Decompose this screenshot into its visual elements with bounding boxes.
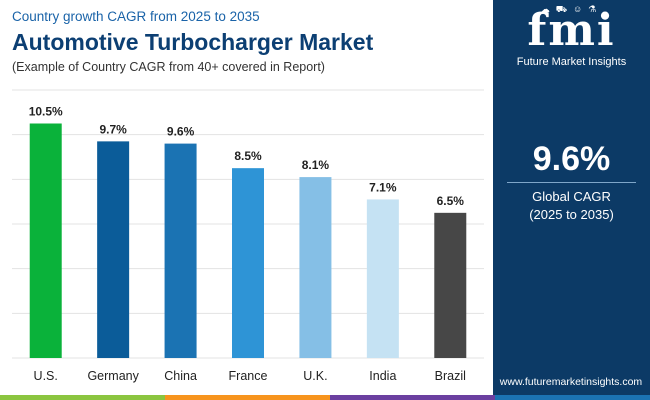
website-link[interactable]: www.futuremarketinsights.com — [499, 376, 643, 388]
logo-icons: ☁⛟☺⚗ — [493, 4, 650, 16]
category-label: France — [229, 369, 268, 383]
strip-segment — [495, 395, 650, 400]
person-icon: ☺ — [573, 4, 589, 14]
car-icon: ⛟ — [555, 4, 574, 14]
bar-china — [164, 143, 197, 358]
bar-value-label: 9.6% — [167, 125, 195, 139]
bar-us — [29, 123, 62, 358]
header: Country growth CAGR from 2025 to 2035 Au… — [12, 8, 482, 76]
category-label: India — [369, 369, 396, 383]
category-label: U.S. — [34, 369, 58, 383]
footer-color-strip — [0, 395, 650, 400]
bar-value-label: 8.1% — [302, 158, 330, 172]
fmi-logo: fmi Future Market Insights — [493, 5, 650, 69]
divider — [507, 182, 636, 183]
strip-segment — [0, 395, 165, 400]
category-label: China — [164, 369, 197, 383]
logo-text: fmi — [527, 5, 616, 56]
bar-france — [232, 168, 264, 358]
bar-brazil — [434, 212, 467, 358]
bar-value-label: 9.7% — [99, 122, 127, 136]
logo-caption: Future Market Insights — [516, 56, 627, 68]
global-cagr-label-line1: Global CAGR — [532, 189, 611, 204]
cloud-icon: ☁ — [540, 4, 556, 14]
bar-value-label: 6.5% — [437, 194, 465, 208]
flask-icon: ⚗ — [588, 4, 603, 14]
category-label: Brazil — [435, 369, 466, 383]
bar-value-label: 10.5% — [29, 105, 63, 119]
chart-title: Automotive Turbocharger Market — [12, 29, 374, 55]
strip-segment — [165, 395, 330, 400]
category-label: Germany — [87, 369, 139, 383]
bar-value-label: 7.1% — [369, 180, 397, 194]
global-cagr-label-line2: (2025 to 2035) — [529, 207, 614, 222]
bar-germany — [97, 141, 130, 358]
global-cagr-value: 9.6% — [532, 140, 611, 178]
bar-uk — [299, 177, 332, 358]
bar-value-label: 8.5% — [234, 149, 262, 163]
category-label: U.K. — [303, 369, 327, 383]
chart-subtitle: Country growth CAGR from 2025 to 2035 — [12, 9, 260, 24]
bar-chart: 10.5% 9.7% 9.6% 8.5% 8.1% 7.1% 6.5% U.S. German… — [12, 89, 484, 383]
chart-note: (Example of Country CAGR from 40+ covere… — [12, 60, 325, 74]
sidebar-panel: ☁⛟☺⚗ fmi Future Market Insights 9.6% Glo… — [493, 0, 650, 400]
global-cagr-label: Global CAGR (2025 to 2035) — [493, 188, 650, 224]
strip-segment — [330, 395, 495, 400]
bar-india — [366, 199, 399, 358]
